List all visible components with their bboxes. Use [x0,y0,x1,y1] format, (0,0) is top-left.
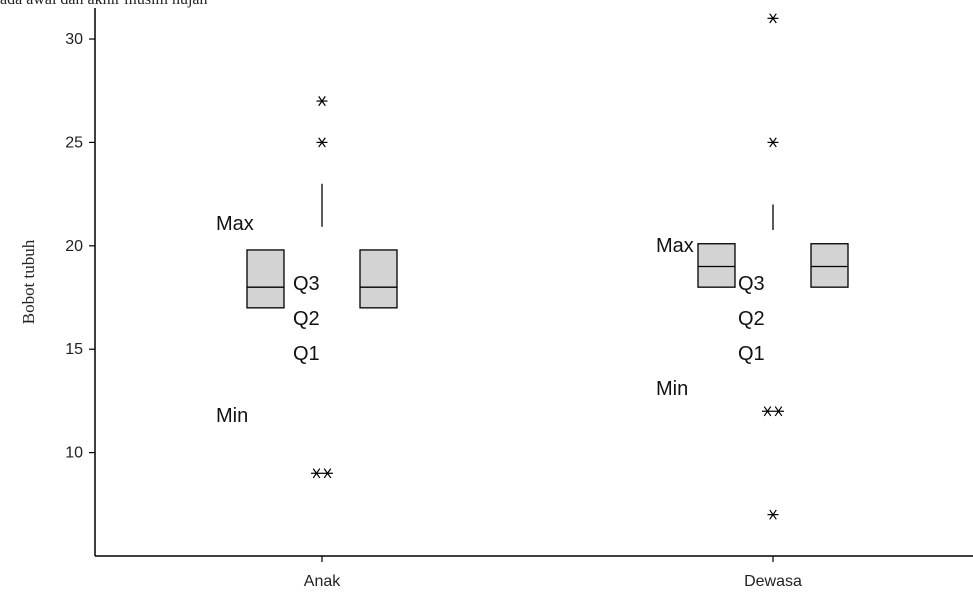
x-tick-label: Anak [304,573,341,590]
annotation-q2: Q2 [738,308,765,330]
outlier-point [762,406,773,417]
y-tick-label: 20 [65,238,83,255]
annotation-q1: Q1 [293,343,320,365]
outliers [311,13,784,520]
axes: 10 15 20 25 30 Anak Dewasa [65,8,973,590]
y-tick-label: 25 [65,134,83,151]
x-tick-label: Dewasa [744,573,802,590]
chart-caption: ada awal dan akhir musim hujan [0,0,208,9]
boxes [246,183,849,309]
outlier-point [322,468,333,479]
box-right-half [810,243,849,288]
annotation-q2: Q2 [293,308,320,330]
y-tick-label: 10 [65,445,83,462]
annotation-min: Min [656,378,688,400]
outlier-point [767,137,779,148]
box-dewasa [697,204,849,288]
outlier-point [767,13,779,24]
annotation-q1: Q1 [738,343,765,365]
outlier-point [773,406,784,417]
box-right-half [359,249,398,309]
annotation-max: Max [216,213,254,235]
box-left-half [697,243,736,288]
y-axis-label: Bobot tubuh [19,239,38,324]
annotation-min: Min [216,405,248,427]
y-tick-label: 30 [65,31,83,48]
box-left-half [246,249,285,309]
outlier-point [767,509,779,520]
y-tick-label: 15 [65,341,83,358]
annotation-q3: Q3 [293,273,320,295]
annotations: Max Q3 Q2 Q1 Min Max Q3 Q2 Q1 Min [216,213,765,427]
annotation-q3: Q3 [738,273,765,295]
annotation-max: Max [656,235,694,257]
outlier-point [316,137,328,148]
outlier-point [316,96,328,107]
box-anak [246,183,398,309]
outlier-point [311,468,322,479]
